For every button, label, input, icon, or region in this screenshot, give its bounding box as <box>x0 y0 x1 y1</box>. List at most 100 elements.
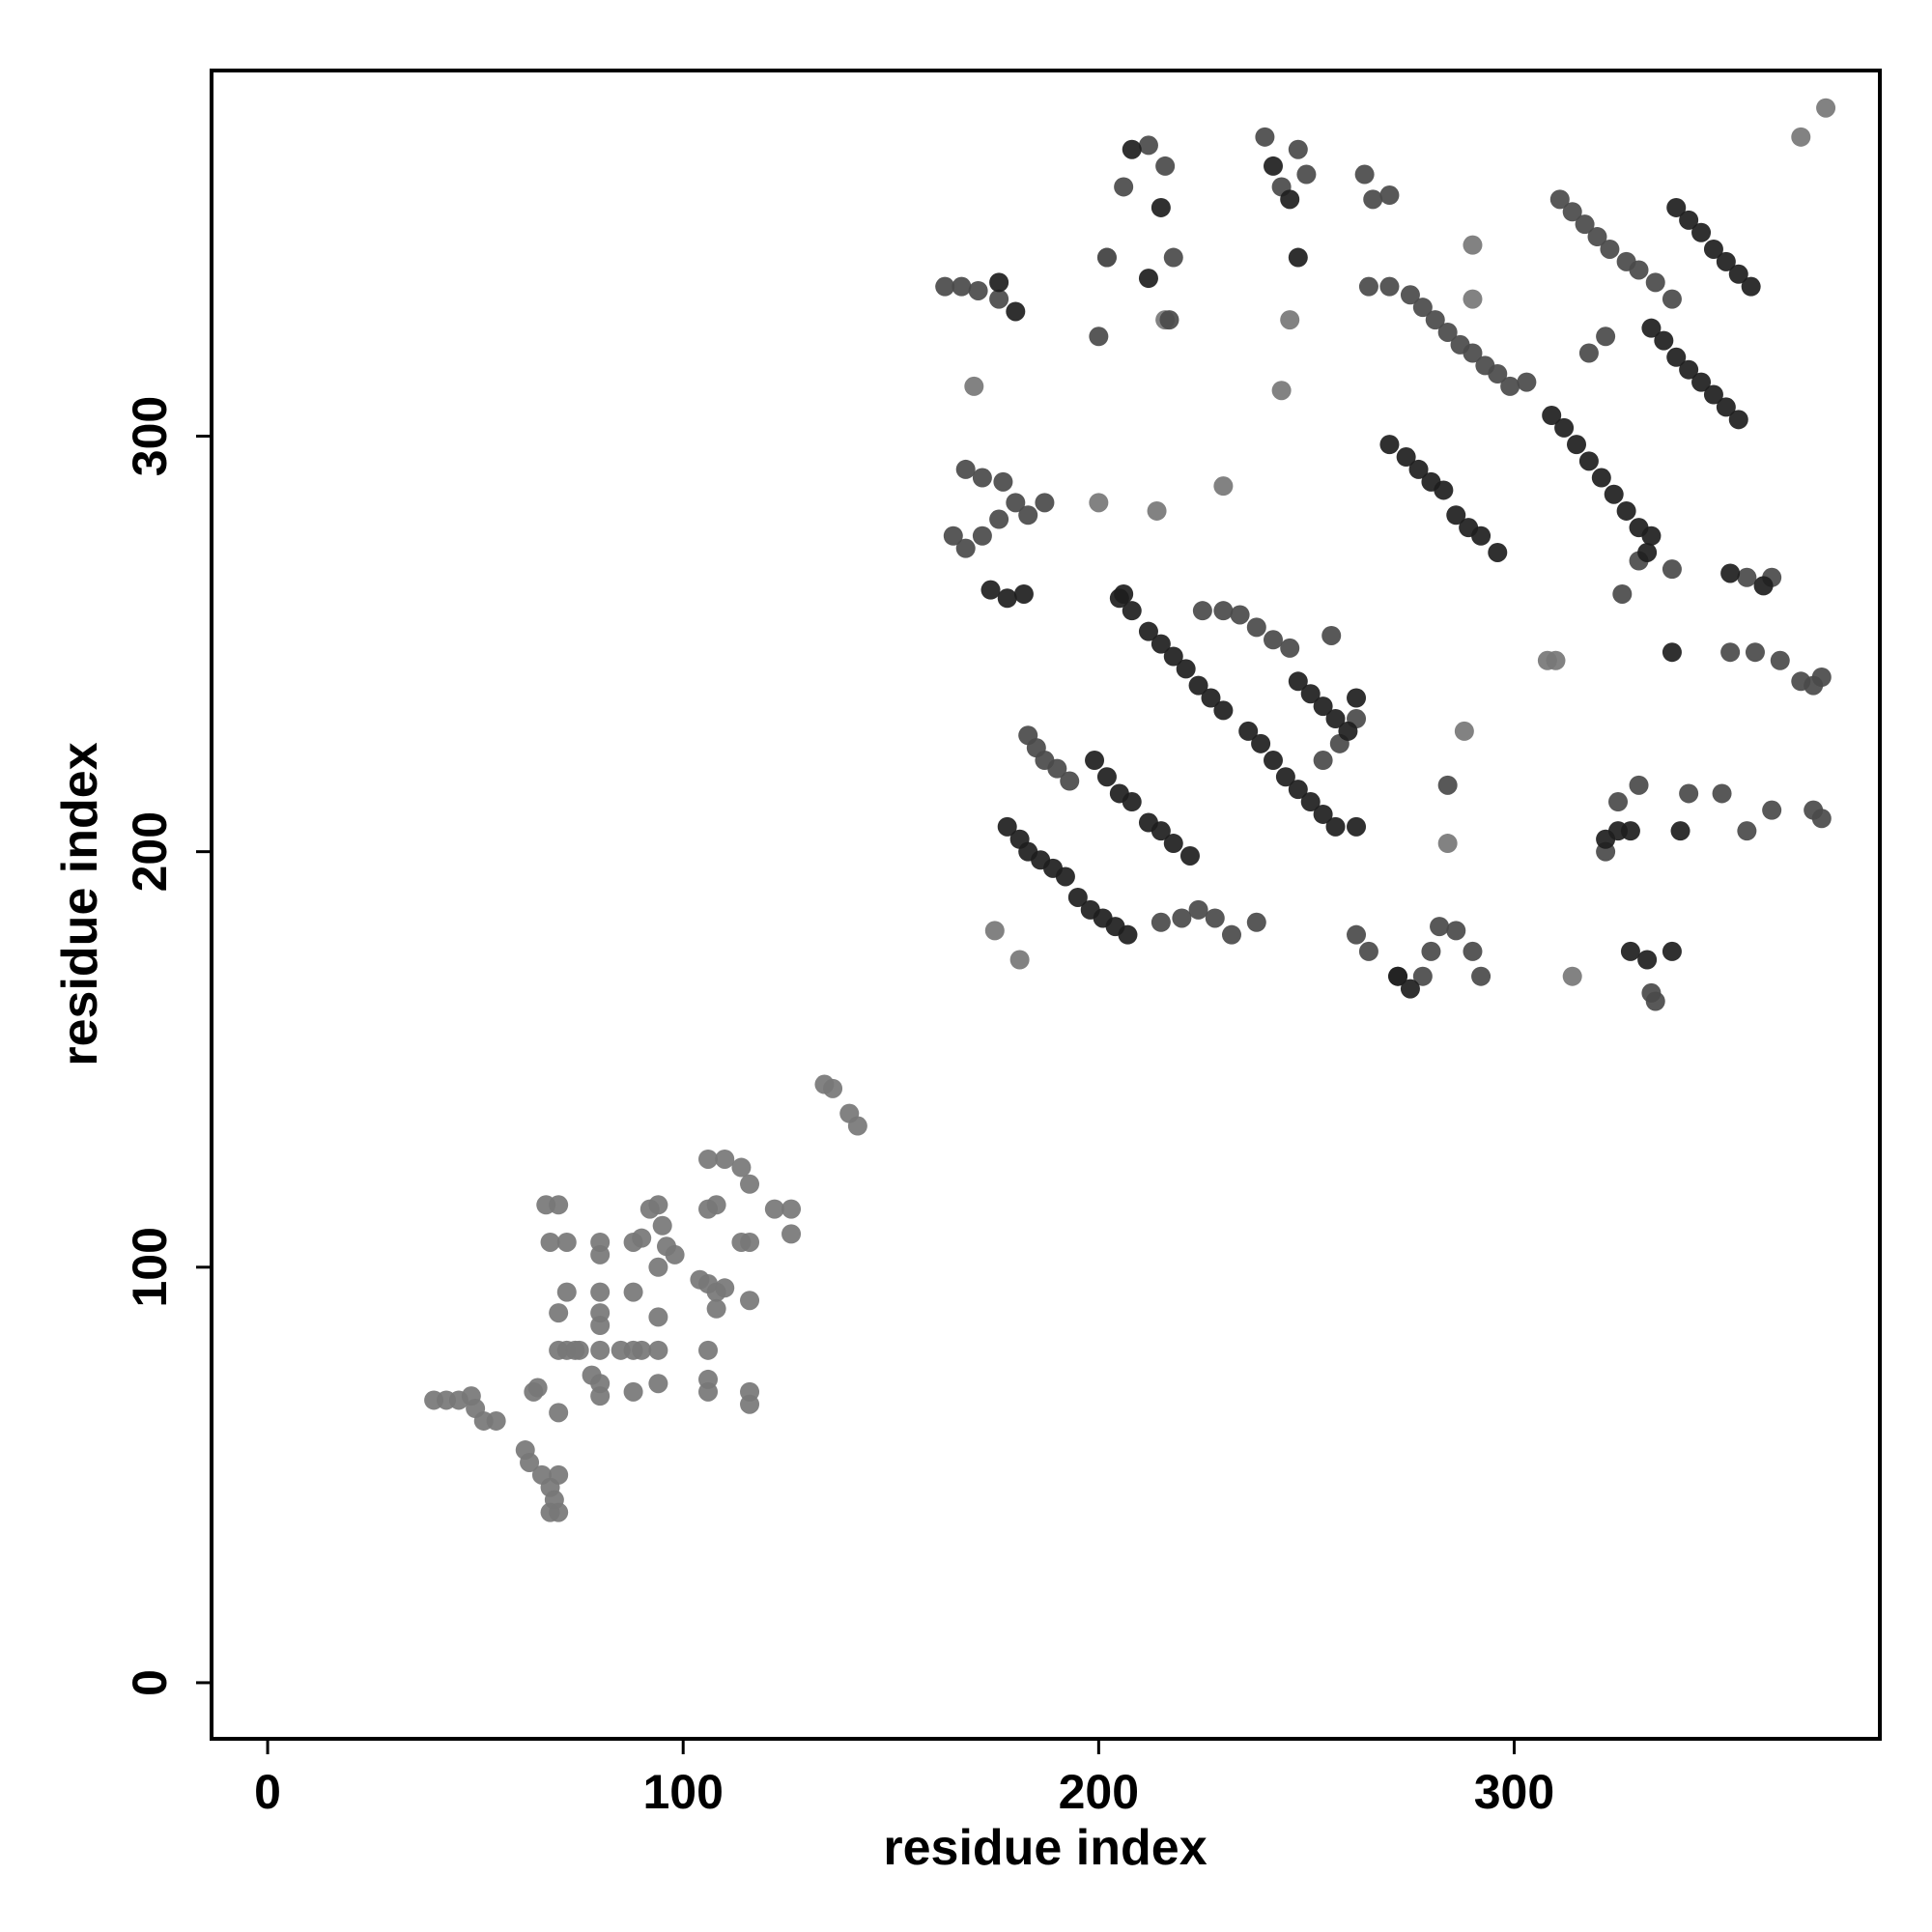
point <box>1013 583 1034 604</box>
point <box>1662 642 1682 663</box>
point <box>549 1195 569 1215</box>
point <box>1271 381 1292 401</box>
point <box>632 1228 652 1248</box>
point <box>698 1369 719 1389</box>
y-tick-label: 100 <box>123 1227 177 1307</box>
point <box>665 1244 685 1264</box>
point <box>1047 758 1067 779</box>
y-tick-label: 300 <box>123 396 177 476</box>
point <box>740 1174 760 1194</box>
point <box>935 276 955 297</box>
point <box>590 1340 611 1360</box>
point <box>1608 792 1629 812</box>
point <box>1060 771 1080 791</box>
point <box>1591 468 1611 488</box>
point <box>989 509 1009 529</box>
point <box>1400 979 1420 999</box>
point <box>590 1282 611 1302</box>
point <box>1114 583 1134 604</box>
point <box>1358 276 1378 297</box>
point <box>1358 941 1378 961</box>
point <box>1151 197 1171 217</box>
x-tick-label: 100 <box>642 1765 723 1819</box>
point <box>1430 917 1450 937</box>
point <box>1488 542 1508 562</box>
point <box>972 468 992 488</box>
point <box>1816 98 1836 118</box>
point <box>648 1340 668 1360</box>
point <box>1313 804 1333 824</box>
point <box>1463 235 1483 255</box>
point <box>1670 821 1690 841</box>
y-tick-label: 0 <box>123 1669 177 1696</box>
point <box>1500 376 1520 396</box>
point <box>1122 792 1142 812</box>
point <box>1517 372 1537 392</box>
point <box>1122 139 1142 159</box>
y-tick-label: 200 <box>123 811 177 892</box>
point <box>1662 289 1682 309</box>
point <box>1280 310 1300 330</box>
point <box>1720 642 1741 663</box>
point <box>1275 767 1295 787</box>
point <box>1666 347 1687 367</box>
point <box>1542 406 1562 426</box>
point <box>1712 783 1732 804</box>
point <box>1035 493 1055 513</box>
point <box>1567 435 1586 455</box>
point <box>1745 642 1765 663</box>
point <box>1163 646 1183 667</box>
point <box>997 588 1017 609</box>
point <box>989 289 1009 309</box>
point <box>1412 298 1433 318</box>
point <box>590 1386 611 1406</box>
point <box>1163 834 1183 854</box>
point <box>1138 621 1158 641</box>
point <box>1421 941 1441 961</box>
point <box>968 280 988 300</box>
point <box>1379 435 1400 455</box>
point <box>1434 480 1454 500</box>
point <box>1264 156 1283 176</box>
point <box>1188 675 1208 696</box>
point <box>1637 542 1658 562</box>
point <box>1654 330 1674 351</box>
point <box>1471 526 1492 546</box>
point <box>1691 222 1712 242</box>
point <box>1396 447 1416 468</box>
point <box>1446 505 1466 526</box>
point <box>781 1224 802 1244</box>
point <box>1122 601 1142 621</box>
point <box>1753 576 1774 596</box>
point <box>1425 310 1445 330</box>
point <box>1213 700 1234 721</box>
point <box>1728 410 1748 430</box>
point <box>943 526 963 546</box>
point <box>652 1215 672 1236</box>
point <box>1488 364 1508 384</box>
point <box>1600 239 1620 259</box>
point <box>1288 780 1308 800</box>
point <box>1546 650 1566 670</box>
point <box>549 1303 569 1323</box>
point <box>706 1195 726 1215</box>
point <box>1159 310 1179 330</box>
point <box>1811 809 1832 829</box>
point <box>1264 630 1283 650</box>
point <box>1296 164 1317 185</box>
point <box>556 1282 577 1302</box>
point <box>1347 688 1367 708</box>
point <box>540 1232 560 1252</box>
point <box>1238 721 1259 741</box>
point <box>1325 709 1346 729</box>
point <box>1554 417 1575 438</box>
point <box>1096 247 1117 268</box>
x-tick-label: 300 <box>1474 1765 1554 1819</box>
point <box>1741 276 1761 297</box>
point <box>1176 659 1196 679</box>
point <box>955 459 976 479</box>
point <box>1716 251 1736 271</box>
point <box>1006 493 1026 513</box>
